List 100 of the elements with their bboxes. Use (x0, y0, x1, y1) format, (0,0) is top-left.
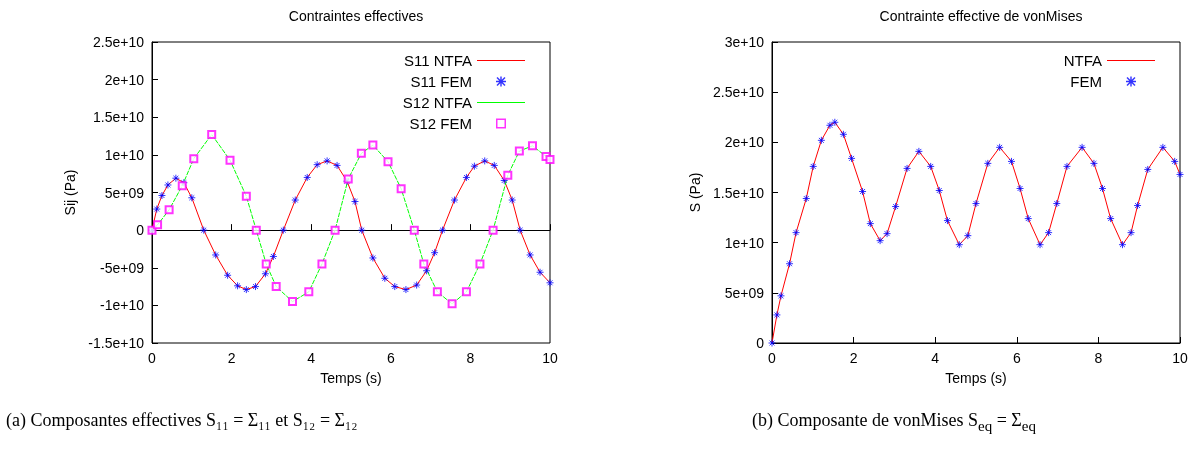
x-axis-title: Temps (s) (945, 370, 1007, 386)
point (972, 199, 980, 208)
point (776, 291, 785, 300)
x-tick-label: 8 (1094, 350, 1103, 366)
point (883, 229, 892, 238)
point (839, 130, 848, 139)
point (271, 282, 281, 292)
point (409, 225, 419, 235)
point (858, 187, 867, 196)
y-tick-label: 1e+10 (724, 234, 765, 251)
legend-label: S12 FEM (409, 115, 472, 132)
y-tick-label: 1e+10 (104, 146, 145, 163)
point (304, 287, 314, 297)
y-tick-label: 2e+10 (724, 134, 765, 151)
point (233, 281, 242, 290)
text: (a) Composantes effectives S₁₁ = Σ₁₁ et S₁₂ = Σ₁₂ (6, 410, 358, 431)
point (545, 154, 555, 164)
y-tick-label: 5e+09 (104, 184, 145, 201)
point (171, 174, 180, 183)
y-tick-label: -1e+10 (100, 297, 145, 314)
point (1133, 201, 1142, 210)
point (189, 154, 199, 164)
point (490, 161, 499, 170)
point (772, 310, 781, 319)
point (1143, 165, 1152, 174)
y-tick-label: 2.5e+10 (713, 84, 765, 101)
point (447, 299, 457, 309)
x-tick-label: 0 (768, 350, 777, 366)
chart-title: Contraintes effectives (288, 8, 424, 24)
point (1024, 214, 1033, 223)
point (368, 253, 377, 262)
point (500, 176, 509, 185)
point (333, 161, 342, 170)
point (488, 225, 498, 235)
point (412, 281, 421, 290)
point (317, 259, 327, 269)
x-axis-title: Temps (s) (320, 370, 382, 386)
point (383, 157, 393, 167)
point (792, 228, 801, 237)
chart-title: Contrainte effective de vonMises (879, 8, 1083, 24)
point (943, 216, 952, 225)
point (261, 269, 270, 278)
point (199, 226, 208, 235)
point (1170, 157, 1179, 166)
point (303, 173, 312, 182)
point (825, 121, 834, 130)
point (242, 285, 251, 294)
legend-label: FEM (1070, 73, 1102, 90)
point (914, 147, 923, 156)
point (876, 236, 885, 245)
point (903, 164, 912, 173)
point (261, 259, 271, 269)
point (368, 140, 378, 150)
x-tick-label: 10 (542, 350, 558, 366)
point (291, 196, 300, 205)
point (1176, 170, 1184, 179)
point (847, 154, 856, 163)
point (438, 226, 447, 235)
point (430, 248, 439, 257)
point (963, 231, 972, 240)
point (153, 220, 163, 230)
point (1062, 162, 1071, 171)
y-tick-label: -5e+09 (100, 259, 145, 276)
text: (b) Composante de vonMises S$_{eq}$ = Σ$_{eq}$ (752, 410, 1036, 435)
y-tick-label: -1.5e+10 (88, 335, 145, 351)
legend-label: S12 NTFA (402, 94, 472, 111)
point (785, 259, 794, 268)
point (1016, 184, 1025, 193)
point (830, 118, 839, 127)
y-tick-label: 1.5e+10 (713, 184, 765, 201)
point (225, 155, 235, 165)
point (926, 162, 935, 171)
point (279, 226, 288, 235)
point (995, 143, 1004, 152)
point (422, 266, 431, 275)
y-tick-label: 2e+10 (104, 71, 145, 88)
point (419, 259, 429, 269)
x-tick-label: 2 (227, 350, 236, 366)
point (1036, 240, 1045, 249)
point (768, 339, 776, 347)
point (432, 287, 442, 297)
point (313, 160, 322, 169)
legend-label: NTFA (1063, 52, 1102, 69)
point (527, 141, 537, 151)
point (480, 156, 489, 165)
x-tick-label: 8 (466, 350, 475, 366)
point (157, 191, 166, 200)
y-tick-label: 0 (136, 222, 145, 239)
point (287, 297, 297, 307)
point (269, 252, 278, 261)
point (211, 250, 220, 259)
point (1089, 159, 1098, 168)
y-tick-label: 3e+10 (724, 34, 765, 50)
legend-label: S11 FEM (410, 73, 472, 90)
point (350, 197, 359, 206)
y-tick-label: 1.5e+10 (93, 109, 145, 126)
x-tick-label: 4 (931, 350, 940, 366)
point (802, 194, 811, 203)
point (983, 159, 992, 168)
legend-label: S11 NTFA (403, 52, 472, 69)
